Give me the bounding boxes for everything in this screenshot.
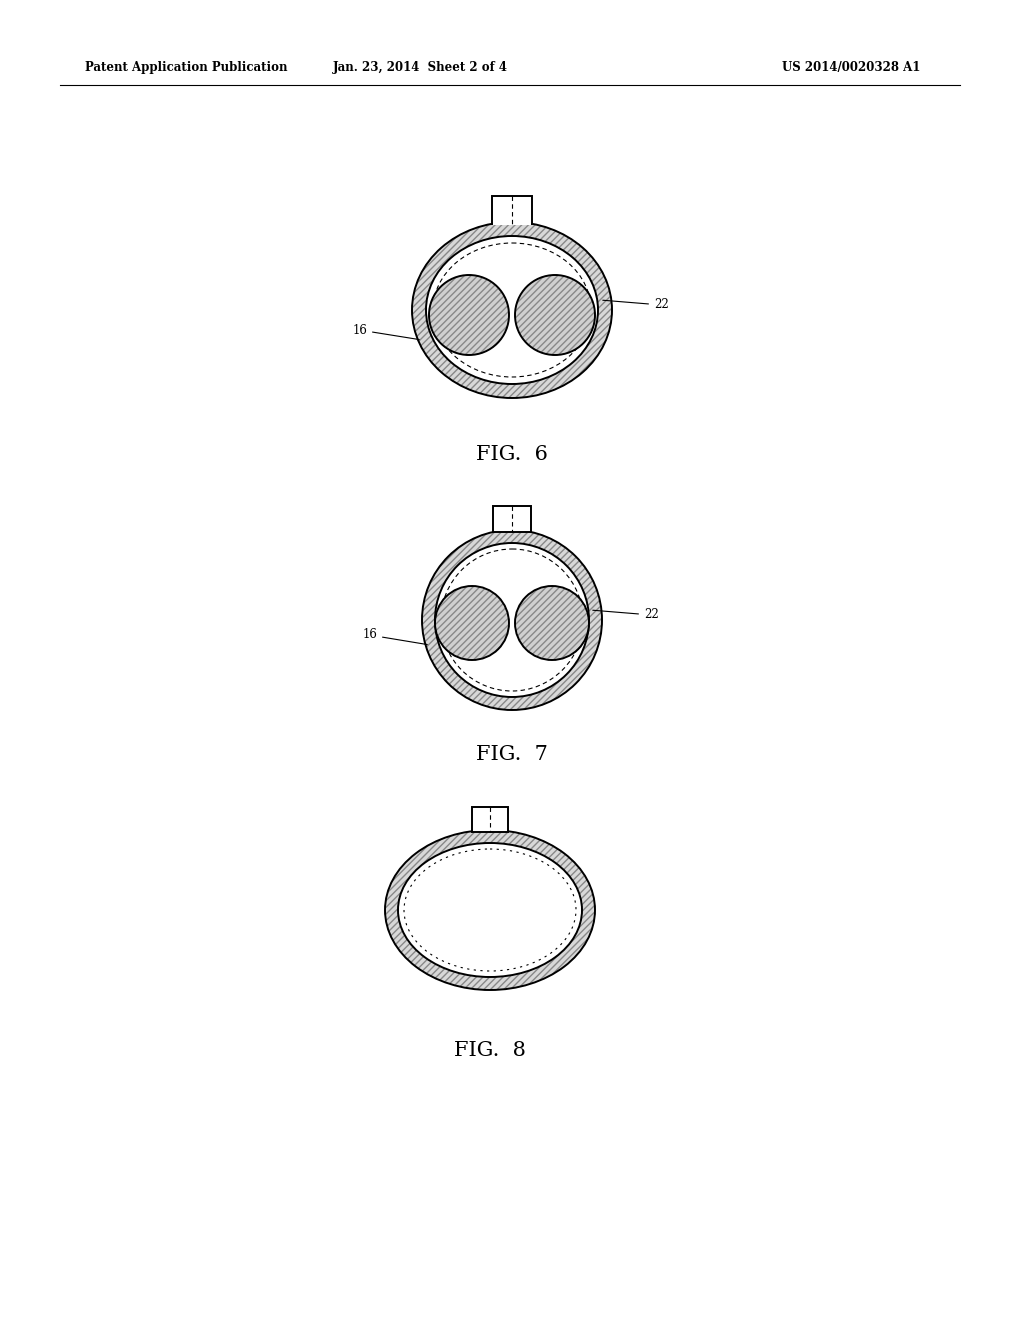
Text: Patent Application Publication: Patent Application Publication [85,62,288,74]
Ellipse shape [426,236,598,384]
Text: 16: 16 [352,323,419,339]
Text: FIG.  8: FIG. 8 [454,1040,526,1060]
Bar [493,220,531,224]
Ellipse shape [385,830,595,990]
Ellipse shape [435,586,509,660]
Ellipse shape [422,531,602,710]
Ellipse shape [398,843,582,977]
Bar [493,506,531,532]
Text: FIG.  7: FIG. 7 [476,746,548,764]
Bar [472,807,508,832]
Text: 16: 16 [362,628,427,644]
Ellipse shape [515,275,595,355]
Ellipse shape [435,543,589,697]
Text: 22: 22 [603,298,669,312]
Text: Jan. 23, 2014  Sheet 2 of 4: Jan. 23, 2014 Sheet 2 of 4 [333,62,508,74]
Ellipse shape [515,586,589,660]
Text: 22: 22 [593,609,658,622]
Text: US 2014/0020328 A1: US 2014/0020328 A1 [781,62,920,74]
Ellipse shape [429,275,509,355]
Ellipse shape [412,222,612,399]
Text: FIG.  6: FIG. 6 [476,446,548,465]
Bar [492,195,532,224]
